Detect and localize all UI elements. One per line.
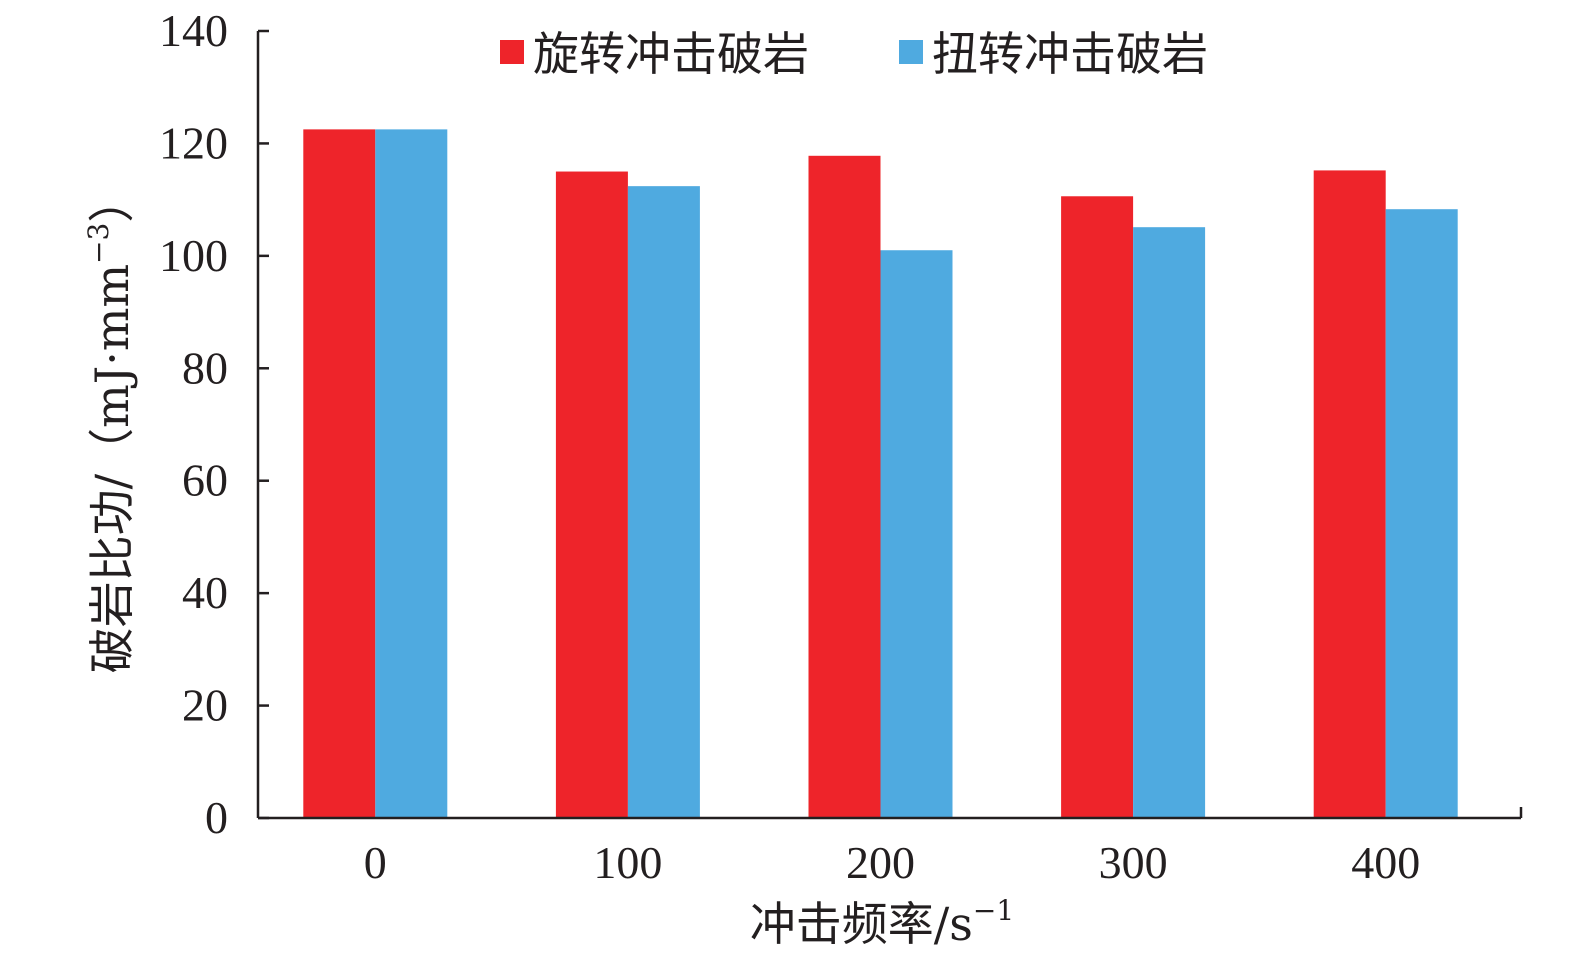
y-tick-label: 60 xyxy=(182,455,228,506)
x-tick-label: 400 xyxy=(1351,837,1420,888)
x-tick-label: 100 xyxy=(593,837,662,888)
bar-series-2-300 xyxy=(1133,227,1206,818)
x-tick-label: 0 xyxy=(364,837,387,888)
y-axis-title: 破岩比功/（mJ·mm−3） xyxy=(82,177,139,674)
y-tick-label: 80 xyxy=(182,342,228,393)
axes-layer xyxy=(256,31,1521,820)
legend-swatch-series-1 xyxy=(500,40,524,64)
legend-label-series-2: 扭转冲击破岩 xyxy=(932,27,1208,81)
bar-series-1-0 xyxy=(303,129,376,818)
bar-series-1-100 xyxy=(555,171,628,819)
y-axis-title-text: 破岩比功/（mJ·mm xyxy=(85,264,139,673)
legend: 旋转冲击破岩 扭转冲击破岩 xyxy=(500,27,1208,81)
y-tick-label: 140 xyxy=(159,5,228,56)
legend-swatch-series-2 xyxy=(899,40,923,64)
y-axis-title-superscript: −3 xyxy=(82,223,115,264)
bars-layer xyxy=(303,129,1458,819)
bar-series-2-0 xyxy=(375,129,448,818)
bar-series-2-200 xyxy=(880,250,953,818)
bar-series-2-400 xyxy=(1385,209,1458,818)
x-axis-title-superscript: −1 xyxy=(973,894,1014,927)
ticks-layer: 0 20 40 60 80 100 120 140 0 100 200 300 400 xyxy=(159,5,1523,888)
legend-label-series-1: 旋转冲击破岩 xyxy=(533,27,809,81)
y-tick-label: 120 xyxy=(159,117,228,168)
x-tick-label: 300 xyxy=(1099,837,1168,888)
y-axis-title-close: ） xyxy=(85,177,139,223)
x-axis-title: 冲击频率/s−1 xyxy=(750,894,1014,951)
bar-series-1-300 xyxy=(1061,196,1134,818)
y-tick-label: 20 xyxy=(182,680,228,731)
y-tick-label: 100 xyxy=(159,230,228,281)
bar-series-1-400 xyxy=(1313,170,1386,818)
x-tick-label: 200 xyxy=(846,837,915,888)
bar-series-2-100 xyxy=(627,186,700,818)
y-tick-label: 0 xyxy=(205,792,228,843)
x-axis-title-text: 冲击频率/s xyxy=(750,897,973,951)
y-tick-label: 40 xyxy=(182,567,228,618)
bar-series-1-200 xyxy=(808,155,881,818)
